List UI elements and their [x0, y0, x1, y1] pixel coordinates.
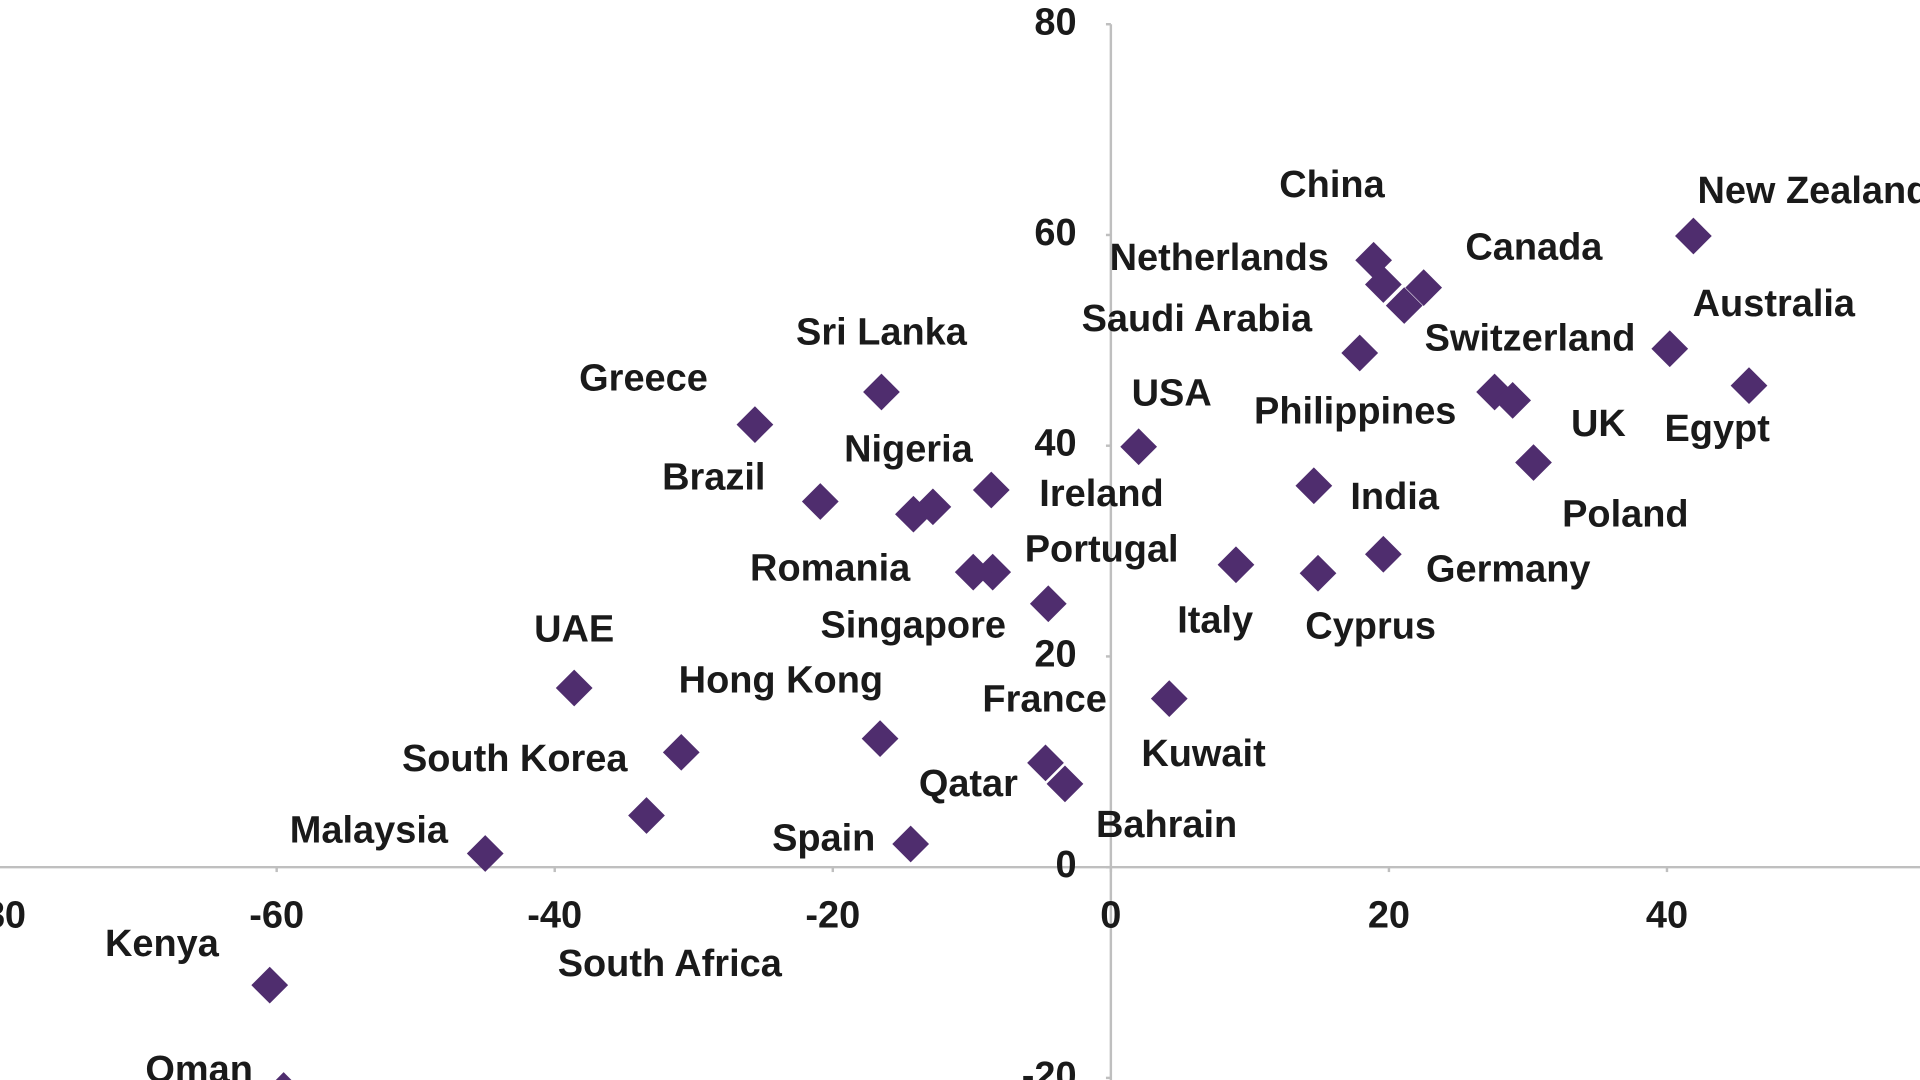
marker: [1217, 546, 1255, 584]
point-label: USA: [1132, 372, 1212, 414]
point-label: Italy: [1177, 599, 1253, 641]
x-tick-label: 0: [1100, 894, 1121, 936]
point-label: UAE: [534, 609, 614, 651]
point-label: Egypt: [1664, 408, 1770, 450]
marker: [1730, 367, 1768, 405]
marker: [892, 825, 930, 863]
marker: [954, 553, 992, 591]
point-label: Kuwait: [1141, 733, 1266, 775]
point-label: Bahrain: [1096, 804, 1237, 846]
marker: [555, 669, 593, 707]
point-label: Greece: [579, 358, 708, 400]
marker: [1029, 585, 1067, 623]
y-tick-label: 80: [1034, 1, 1076, 43]
point-label: Oman: [145, 1049, 253, 1080]
marker: [251, 966, 289, 1004]
marker: [736, 406, 774, 443]
y-tick-label: 0: [1055, 844, 1076, 886]
point-label: Germany: [1426, 548, 1590, 590]
point-label: South Africa: [558, 943, 783, 985]
y-tick-label: 20: [1034, 633, 1076, 675]
x-tick-label: -80: [0, 894, 26, 936]
point-label: Qatar: [919, 763, 1018, 805]
point-label: Australia: [1693, 283, 1856, 325]
x-tick-label: 40: [1646, 894, 1688, 936]
y-tick-label: -20: [1022, 1055, 1077, 1080]
marker: [972, 471, 1010, 509]
point-label: Brazil: [662, 457, 765, 499]
point-label: Nigeria: [844, 429, 974, 471]
point-label: Saudi Arabia: [1082, 298, 1313, 340]
point-label: Hong Kong: [679, 659, 883, 701]
marker: [1299, 554, 1337, 592]
point-label: India: [1350, 476, 1439, 518]
x-tick-label: -40: [527, 894, 582, 936]
marker: [1651, 330, 1689, 368]
point-label: France: [982, 679, 1106, 721]
marker: [275, 1072, 292, 1080]
point-label: China: [1279, 164, 1385, 206]
marker: [628, 797, 665, 834]
marker: [1150, 680, 1188, 717]
marker: [1341, 334, 1379, 372]
marker: [1364, 535, 1402, 573]
point-label: UK: [1571, 403, 1626, 445]
point-label: New Zealand: [1697, 170, 1920, 212]
y-tick-label: 40: [1034, 423, 1076, 465]
point-label: Singapore: [820, 604, 1006, 646]
point-label: Portugal: [1025, 528, 1179, 570]
marker: [1675, 217, 1712, 255]
marker: [1295, 467, 1333, 505]
point-label: Philippines: [1254, 390, 1456, 432]
point-label: Switzerland: [1425, 318, 1636, 360]
point-label: Ireland: [1039, 473, 1163, 515]
marker: [1385, 287, 1423, 324]
marker: [466, 835, 504, 872]
point-label: Malaysia: [290, 810, 449, 852]
point-label: Spain: [772, 817, 875, 859]
x-tick-label: -60: [249, 894, 304, 936]
marker: [662, 733, 700, 771]
marker: [1364, 266, 1402, 303]
point-label: Canada: [1465, 227, 1603, 269]
point-label: Kenya: [105, 923, 220, 965]
marker: [1494, 382, 1532, 419]
marker: [1515, 444, 1552, 481]
marker: [1120, 428, 1158, 466]
point-label: Romania: [750, 548, 911, 590]
point-label: Poland: [1562, 493, 1688, 535]
point-label: South Korea: [402, 738, 628, 780]
x-tick-label: 20: [1368, 894, 1410, 936]
point-label: Sri Lanka: [796, 311, 968, 353]
point-label: Cyprus: [1305, 605, 1436, 647]
y-tick-label: 60: [1034, 212, 1076, 254]
marker: [861, 720, 899, 757]
x-tick-label: -20: [805, 894, 860, 936]
marker: [863, 373, 900, 411]
point-label: Netherlands: [1110, 237, 1329, 279]
marker: [801, 483, 839, 520]
